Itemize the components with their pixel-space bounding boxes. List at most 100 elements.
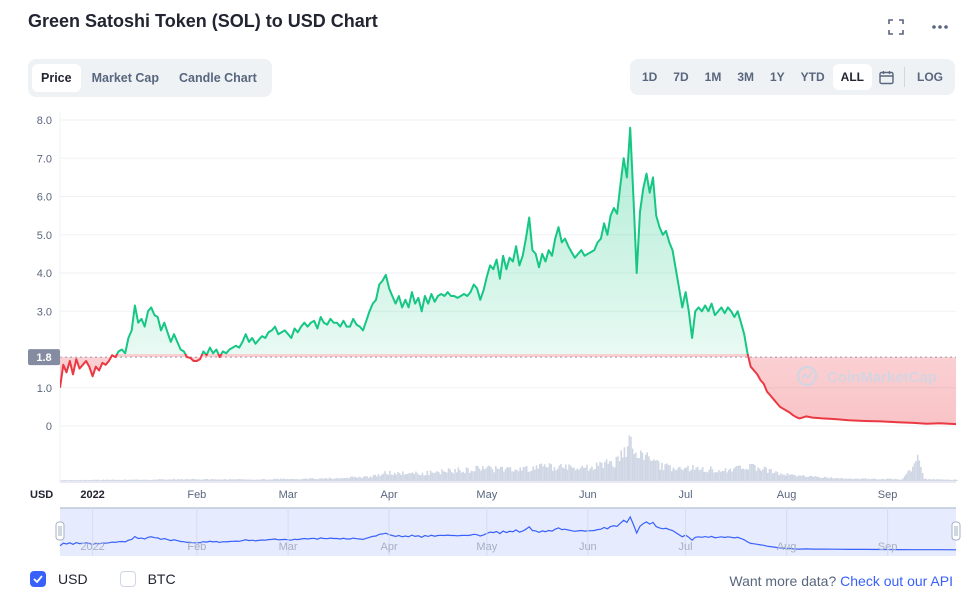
tab-market-cap[interactable]: Market Cap: [91, 71, 159, 85]
volume-bar: [750, 463, 753, 481]
volume-bar: [579, 467, 582, 481]
volume-bar: [376, 476, 378, 481]
volume-bar: [863, 478, 865, 481]
volume-bar: [208, 479, 210, 481]
volume-bar: [517, 471, 520, 481]
volume-bar: [752, 463, 754, 481]
volume-bar: [115, 479, 117, 481]
volume-bar: [157, 479, 160, 481]
volume-bar: [833, 478, 836, 481]
volume-bar: [877, 479, 880, 481]
volume-bar: [942, 479, 945, 481]
volume-bar: [514, 469, 517, 481]
volume-bar: [102, 479, 104, 481]
volume-bars: [60, 435, 958, 483]
volume-bar: [446, 472, 448, 481]
volume-bar: [890, 478, 893, 481]
range-7d[interactable]: 7D: [673, 70, 689, 84]
volume-bar: [537, 468, 539, 481]
volume-bar: [340, 477, 342, 481]
volume-bar: [68, 480, 70, 481]
range-3m[interactable]: 3M: [737, 70, 754, 84]
volume-bar: [713, 472, 715, 481]
volume-bar: [71, 480, 74, 481]
volume-bar: [164, 479, 166, 481]
volume-bar: [876, 479, 878, 481]
volume-bar: [837, 478, 839, 481]
area-above-baseline: [117, 127, 748, 354]
volume-bar: [245, 479, 248, 481]
range-1m[interactable]: 1M: [704, 70, 722, 84]
volume-bar: [571, 467, 574, 481]
volume-bar: [744, 469, 746, 481]
volume-bar: [81, 480, 83, 481]
volume-bar: [130, 479, 132, 481]
volume-bar: [747, 469, 750, 481]
volume-bar: [850, 478, 852, 481]
volume-bar: [809, 476, 811, 481]
volume-bar: [182, 479, 184, 481]
volume-bar: [796, 476, 798, 481]
volume-bar: [426, 470, 429, 481]
calendar-icon[interactable]: [872, 65, 900, 89]
volume-bar: [688, 471, 691, 481]
volume-bar: [661, 462, 663, 481]
volume-bar: [711, 469, 714, 481]
volume-bar: [371, 477, 373, 481]
volume-bar: [319, 478, 321, 481]
volume-bar: [214, 479, 217, 481]
volume-bar: [266, 479, 269, 481]
volume-bar: [913, 463, 916, 481]
volume-bar: [486, 466, 489, 481]
volume-bar: [161, 479, 163, 481]
volume-bar: [812, 476, 815, 481]
volume-bar: [633, 454, 636, 481]
volume-bar: [649, 460, 652, 481]
volume-bar: [169, 479, 171, 481]
volume-bar: [835, 478, 838, 481]
volume-bar: [89, 479, 91, 481]
volume-bar: [454, 468, 456, 481]
range-1d[interactable]: 1D: [641, 70, 658, 84]
volume-bar: [739, 465, 741, 481]
volume-bar: [380, 474, 383, 481]
range-1y[interactable]: 1Y: [769, 70, 785, 84]
more-horizontal-icon[interactable]: [931, 18, 949, 36]
volume-bar: [817, 476, 820, 481]
volume-bar: [262, 478, 264, 481]
volume-bar: [903, 476, 906, 481]
volume-bar: [921, 472, 924, 481]
volume-bar: [511, 471, 513, 481]
volume-bar: [273, 478, 276, 481]
volume-bar: [871, 478, 873, 481]
volume-bar: [905, 473, 908, 481]
btc-checkbox[interactable]: [119, 571, 136, 587]
more-data-prompt: Want more data?: [729, 573, 837, 589]
range-all[interactable]: ALL: [832, 64, 872, 90]
volume-bar: [244, 479, 246, 481]
volume-bar: [491, 469, 494, 481]
volume-bar: [291, 478, 293, 481]
expand-icon[interactable]: [887, 18, 905, 36]
api-link[interactable]: Check out our API: [840, 573, 953, 589]
volume-bar: [749, 463, 751, 481]
volume-bar: [696, 466, 699, 481]
tab-price[interactable]: Price: [32, 64, 81, 92]
volume-bar: [538, 464, 541, 481]
volume-bar: [131, 479, 134, 481]
volume-bar: [827, 477, 829, 481]
volume-bar: [773, 472, 776, 481]
volume-bar: [623, 447, 626, 481]
volume-bar: [789, 474, 792, 481]
volume-bar: [690, 469, 693, 481]
usd-checkbox[interactable]: [30, 571, 46, 587]
volume-bar: [610, 461, 613, 481]
log-toggle[interactable]: LOG: [917, 70, 943, 84]
volume-bar: [822, 477, 825, 481]
volume-bar: [415, 471, 417, 481]
volume-bar: [648, 456, 650, 481]
range-ytd[interactable]: YTD: [800, 70, 825, 84]
tab-candle-chart[interactable]: Candle Chart: [178, 71, 257, 85]
volume-bar: [781, 474, 784, 481]
volume-bar: [411, 472, 414, 481]
